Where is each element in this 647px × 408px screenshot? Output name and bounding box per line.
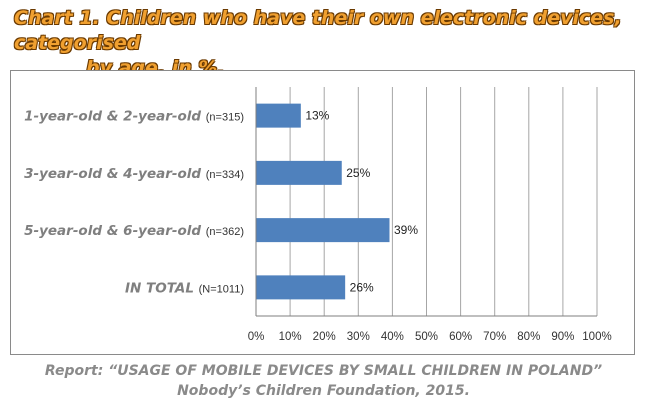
x-tick-label: 70% (483, 331, 506, 343)
category-label: 3-year-old & 4-year-old (n=334) (24, 166, 244, 182)
x-tick-label: 0% (248, 331, 265, 343)
source-line1: Report: “USAGE OF MOBILE DEVICES BY SMAL… (44, 363, 603, 379)
bar (256, 103, 301, 128)
x-tick-label: 80% (517, 331, 540, 343)
category-label: IN TOTAL (N=1011) (125, 280, 244, 296)
source-note: Report: “USAGE OF MOBILE DEVICES BY SMAL… (0, 361, 647, 401)
bar (256, 275, 346, 300)
x-tick-label: 50% (415, 331, 438, 343)
category-label: 1-year-old & 2-year-old (n=315) (24, 109, 244, 125)
x-tick-label: 60% (449, 331, 472, 343)
category-label: 5-year-old & 6-year-old (n=362) (24, 223, 244, 239)
x-tick-label: 100% (582, 331, 611, 343)
data-label: 13% (305, 109, 329, 123)
chart-frame (10, 70, 635, 355)
x-tick-label: 40% (381, 331, 404, 343)
x-tick-label: 10% (279, 331, 302, 343)
chart-title-line1: Chart 1. Children who have their own ele… (14, 7, 622, 54)
bar (256, 160, 342, 185)
bar (256, 218, 390, 243)
x-tick-label: 90% (551, 331, 574, 343)
data-label: 26% (350, 280, 374, 294)
source-line2: Nobody’s Children Foundation, 2015. (177, 383, 470, 399)
data-label: 25% (346, 166, 370, 180)
x-tick-label: 30% (347, 331, 370, 343)
data-label: 39% (394, 223, 418, 237)
x-tick-label: 20% (313, 331, 336, 343)
